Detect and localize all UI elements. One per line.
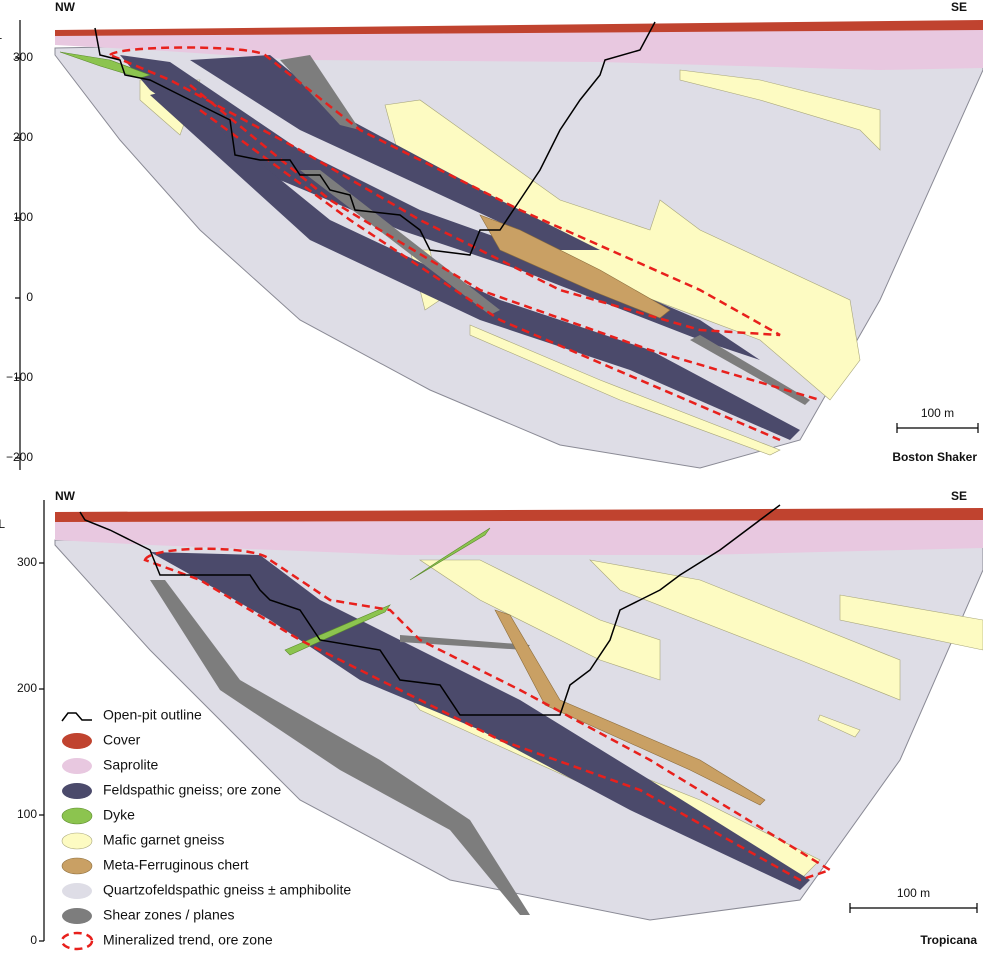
legend-label: Open-pit outline: [103, 707, 202, 723]
tick-label: 300: [17, 555, 37, 569]
deposit-name: Boston Shaker: [892, 450, 977, 464]
tick-label: −100: [6, 370, 33, 384]
legend-label: Feldspathic gneiss; ore zone: [103, 782, 281, 798]
nw-label: NW: [55, 0, 76, 14]
legend-label: Saprolite: [103, 757, 158, 773]
tick-label: 100: [17, 807, 37, 821]
boston-shaker-section: [55, 20, 983, 468]
scale-label: 100 m: [897, 886, 930, 900]
nw-label: NW: [55, 489, 76, 503]
axis-label: mRL: [0, 28, 2, 42]
axis-label: mRL: [0, 517, 5, 531]
se-label: SE: [951, 0, 967, 14]
se-label: SE: [951, 489, 967, 503]
deposit-name: Tropicana: [920, 933, 977, 947]
tick-label: −200: [6, 450, 33, 464]
legend-label: Cover: [103, 732, 141, 748]
legend-label: Shear zones / planes: [103, 907, 235, 923]
tick-label: 200: [17, 681, 37, 695]
legend-label: Meta-Ferruginous chert: [103, 857, 249, 873]
tick-label: 300: [13, 50, 33, 64]
legend-label: Mineralized trend, ore zone: [103, 932, 273, 948]
legend-label: Mafic garnet gneiss: [103, 832, 224, 848]
tick-label: 0: [26, 290, 33, 304]
scale-label: 100 m: [921, 406, 954, 420]
legend-label: Dyke: [103, 807, 135, 823]
tick-label: 100: [13, 210, 33, 224]
legend-label: Quartzofeldspathic gneiss ± amphibolite: [103, 882, 351, 898]
cross-sections: NW SE mRL 300 200 100 0 −100 −200 100 m Boston Sha…: [0, 0, 983, 977]
tick-label: 200: [13, 130, 33, 144]
legend-symbols: [62, 713, 92, 949]
tick-label: 0: [30, 933, 37, 947]
